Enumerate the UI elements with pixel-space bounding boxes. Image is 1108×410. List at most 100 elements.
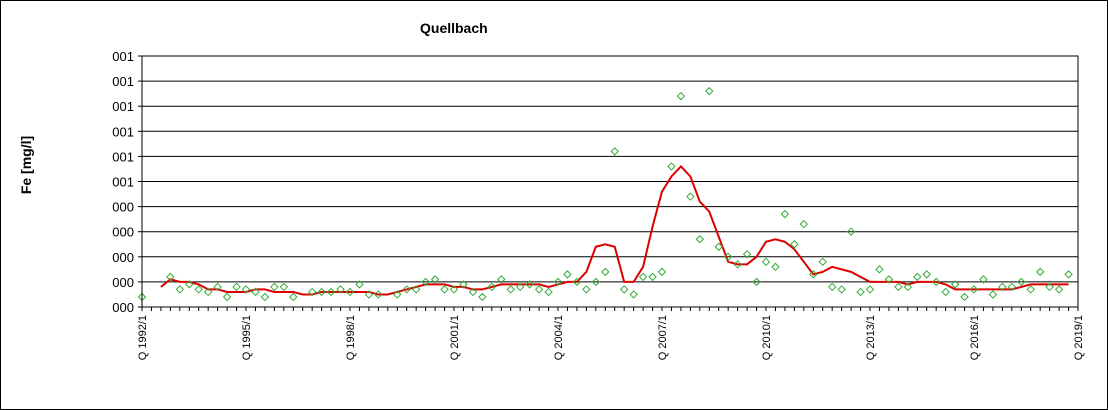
plot-area-border (141, 55, 1079, 308)
data-point-marker (619, 285, 629, 294)
data-point-marker (355, 280, 364, 289)
data-point-marker (430, 275, 440, 284)
data-point-marker (251, 287, 260, 297)
data-point-marker (185, 280, 194, 289)
data-point-marker (988, 290, 998, 299)
data-point-marker (1007, 282, 1017, 292)
data-point-marker (506, 285, 515, 294)
x-tick-label: Q 1998/1 (345, 315, 357, 360)
data-point-marker (827, 282, 837, 292)
x-tick-label: Q 1992/1 (137, 315, 149, 360)
y-tick-label: 001 (112, 74, 134, 89)
data-point-marker (969, 285, 979, 294)
data-point-marker (260, 292, 270, 302)
data-point-marker (648, 272, 657, 282)
data-point-marker (572, 277, 582, 287)
data-point-marker (998, 282, 1007, 292)
x-tick-label: Q 1995/1 (241, 315, 253, 360)
data-point-marker (289, 292, 298, 302)
data-point-marker (657, 267, 667, 277)
data-point-marker (194, 285, 203, 294)
data-point-marker (166, 272, 175, 282)
data-point-marker (714, 242, 723, 251)
data-point-marker (317, 287, 326, 297)
y-tick-label: 001 (112, 124, 134, 139)
data-point-marker (515, 282, 525, 292)
data-point-marker (705, 86, 714, 96)
data-point-marker (393, 290, 402, 299)
data-point-marker (837, 285, 846, 294)
data-point-marker (307, 287, 317, 297)
x-tick-label: Q 2019/1 (1073, 315, 1085, 360)
data-point-marker (752, 277, 761, 287)
data-point-marker (1064, 270, 1073, 279)
data-point-marker (203, 287, 213, 297)
data-point-marker (960, 292, 969, 302)
x-tick-label: Q 2016/1 (969, 315, 981, 360)
data-point-marker (856, 287, 865, 297)
x-tick-label: Q 2007/1 (657, 315, 669, 360)
data-point-marker (950, 280, 960, 289)
y-tick-label: 001 (112, 149, 134, 164)
data-point-marker (931, 277, 941, 287)
data-point-marker (534, 285, 544, 294)
data-point-marker (487, 282, 497, 292)
data-point-marker (241, 285, 251, 294)
data-point-marker (875, 265, 884, 274)
data-point-marker (591, 277, 601, 287)
data-point-marker (1054, 285, 1064, 294)
data-point-marker (525, 280, 534, 289)
data-point-marker (544, 287, 553, 297)
data-point-marker (374, 290, 383, 299)
y-tick-label: 001 (112, 49, 134, 64)
y-tick-labels: 000 000 000 000 000 001 001 001 001 001 001 (112, 49, 134, 315)
data-point-marker (979, 275, 988, 284)
data-point-marker (903, 282, 913, 292)
data-point-marker (1026, 285, 1035, 294)
data-point-marker (686, 192, 695, 201)
data-point-marker (638, 272, 648, 282)
data-point-marker (629, 290, 638, 299)
data-point-marker (865, 285, 875, 294)
data-point-marker (761, 257, 771, 267)
data-point-marker (1017, 277, 1026, 287)
data-point-marker (364, 290, 374, 299)
data-point-marker (1035, 267, 1045, 277)
y-tick-label: 000 (112, 225, 134, 240)
data-point-marker (790, 240, 799, 249)
data-point-marker (913, 272, 922, 282)
trend-line (160, 164, 1069, 296)
data-point-marker (449, 285, 459, 294)
data-point-marker (213, 282, 222, 292)
data-point-marker (601, 267, 610, 277)
data-point-marker (809, 270, 818, 279)
data-point-marker (440, 285, 449, 294)
data-point-marker (459, 280, 468, 289)
data-point-marker (326, 287, 336, 297)
data-point-marker (799, 219, 809, 229)
y-tick-label: 001 (112, 99, 134, 114)
data-point-marker (175, 285, 185, 294)
x-tick-label: Q 2001/1 (449, 315, 461, 360)
y-tick-label: 000 (112, 250, 134, 265)
x-tick-label: Q 2004/1 (553, 315, 565, 360)
data-point-marker (222, 292, 232, 302)
data-point-marker (922, 270, 931, 279)
data-point-marker (818, 257, 827, 267)
data-point-marker (421, 277, 430, 287)
y-tick-label: 000 (112, 275, 134, 290)
data-point-marker (478, 292, 487, 302)
data-point-marker (780, 209, 790, 219)
x-tick-label: Q 2013/1 (865, 315, 877, 360)
data-point-marker (894, 282, 903, 292)
data-point-marker (336, 285, 345, 294)
data-point-marker (610, 147, 619, 156)
data-point-marker (884, 275, 894, 284)
x-tick-label: Q 2010/1 (761, 315, 773, 360)
data-point-marker (667, 162, 676, 171)
data-point-marker (1045, 282, 1054, 292)
data-point-marker (941, 287, 950, 297)
data-point-marker (582, 285, 591, 294)
